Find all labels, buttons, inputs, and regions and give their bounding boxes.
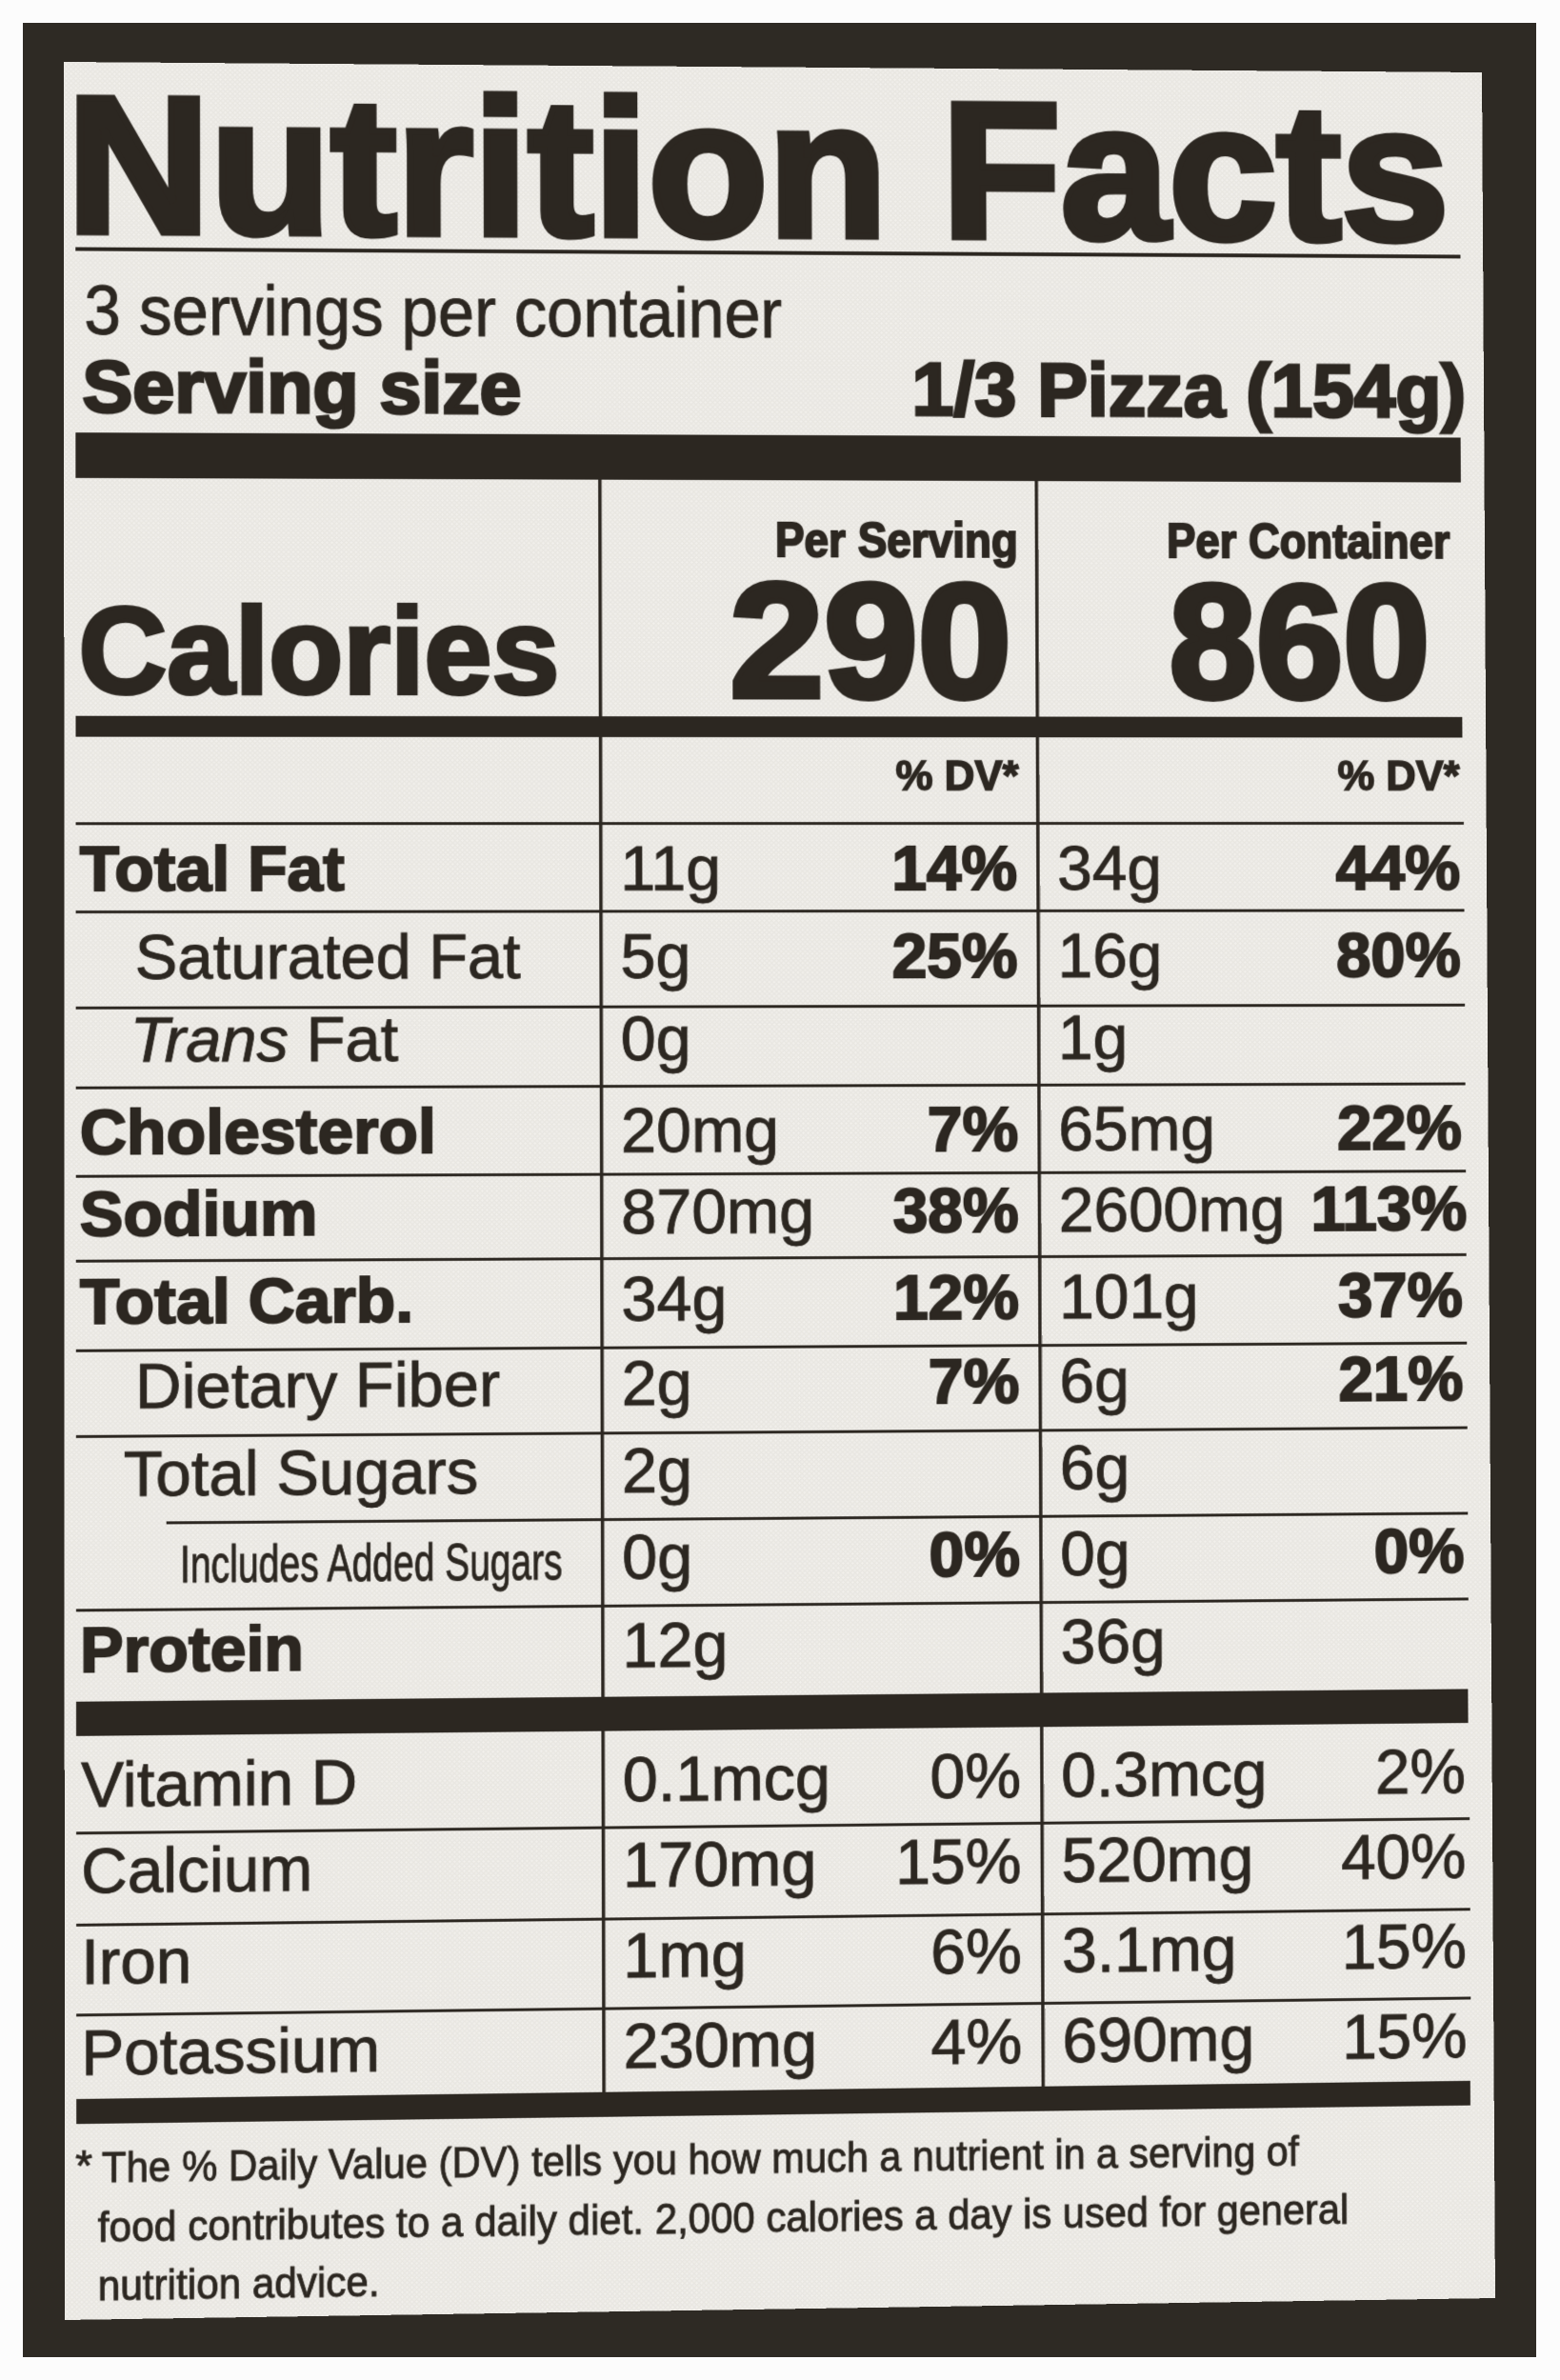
svg-text:7%: 7% bbox=[928, 1095, 1019, 1165]
svg-text:80%: 80% bbox=[1336, 921, 1461, 990]
svg-text:520mg: 520mg bbox=[1061, 1825, 1253, 1897]
svg-text:6g: 6g bbox=[1060, 1433, 1130, 1504]
svg-text:Total Fat: Total Fat bbox=[80, 833, 345, 905]
svg-text:14%: 14% bbox=[891, 834, 1017, 904]
svg-text:870mg: 870mg bbox=[621, 1177, 814, 1248]
svg-text:nutrition advice.: nutrition advice. bbox=[98, 2257, 380, 2310]
svg-text:2%: 2% bbox=[1375, 1737, 1466, 1808]
svg-text:Potassium: Potassium bbox=[81, 2015, 380, 2090]
svg-text:38%: 38% bbox=[892, 1176, 1018, 1247]
svg-text:3.1mg: 3.1mg bbox=[1062, 1914, 1237, 1987]
svg-text:690mg: 690mg bbox=[1062, 2004, 1254, 2076]
svg-text:Includes Added Sugars: Includes Added Sugars bbox=[180, 1531, 563, 1594]
svg-text:34g: 34g bbox=[1057, 834, 1162, 904]
svg-text:40%: 40% bbox=[1341, 1822, 1467, 1893]
svg-text:860: 860 bbox=[1169, 551, 1430, 732]
svg-text:15%: 15% bbox=[1341, 1911, 1467, 1983]
svg-text:290: 290 bbox=[730, 550, 1012, 732]
svg-text:170mg: 170mg bbox=[623, 1829, 817, 1901]
svg-text:Total Carb.: Total Carb. bbox=[80, 1265, 413, 1337]
svg-text:1mg: 1mg bbox=[623, 1920, 747, 1991]
svg-text:0%: 0% bbox=[930, 1742, 1021, 1812]
svg-text:Per Container: Per Container bbox=[1167, 514, 1450, 569]
svg-text:% DV*: % DV* bbox=[1337, 753, 1460, 799]
svg-text:Calcium: Calcium bbox=[81, 1834, 312, 1908]
svg-text:6g: 6g bbox=[1059, 1347, 1130, 1417]
svg-text:7%: 7% bbox=[929, 1347, 1020, 1417]
svg-text:Serving size: Serving size bbox=[82, 347, 521, 430]
svg-text:Per Serving: Per Serving bbox=[775, 513, 1018, 568]
svg-text:% DV*: % DV* bbox=[895, 753, 1019, 799]
svg-text:Saturated Fat: Saturated Fat bbox=[135, 923, 521, 993]
svg-text:2600mg: 2600mg bbox=[1059, 1175, 1286, 1246]
svg-text:25%: 25% bbox=[891, 922, 1017, 991]
svg-text:Dietary Fiber: Dietary Fiber bbox=[135, 1350, 500, 1422]
svg-text:15%: 15% bbox=[1342, 2002, 1468, 2073]
svg-text:36g: 36g bbox=[1060, 1607, 1165, 1677]
svg-text:0g: 0g bbox=[622, 1523, 692, 1593]
svg-text:1/3 Pizza (154g): 1/3 Pizza (154g) bbox=[911, 348, 1466, 433]
svg-text:0.1mcg: 0.1mcg bbox=[623, 1744, 830, 1816]
svg-text:Sodium: Sodium bbox=[80, 1178, 318, 1250]
svg-text:230mg: 230mg bbox=[623, 2010, 817, 2082]
svg-text:22%: 22% bbox=[1337, 1094, 1462, 1164]
svg-text:6%: 6% bbox=[930, 1917, 1022, 1989]
svg-text:37%: 37% bbox=[1338, 1261, 1463, 1331]
svg-text:12g: 12g bbox=[622, 1610, 728, 1682]
svg-text:3 servings per container: 3 servings per container bbox=[84, 271, 782, 352]
svg-text:0%: 0% bbox=[930, 1520, 1021, 1590]
svg-text:65mg: 65mg bbox=[1058, 1094, 1215, 1165]
svg-text:Cholesterol: Cholesterol bbox=[80, 1096, 436, 1169]
svg-text:0g: 0g bbox=[1060, 1519, 1130, 1590]
svg-text:2g: 2g bbox=[622, 1436, 692, 1507]
svg-text:Nutrition Facts: Nutrition Facts bbox=[67, 62, 1450, 281]
svg-text:The % Daily Value (DV) tells y: The % Daily Value (DV) tells you how muc… bbox=[102, 2127, 1300, 2191]
svg-text:15%: 15% bbox=[895, 1827, 1022, 1898]
svg-text:Total Sugars: Total Sugars bbox=[124, 1437, 479, 1510]
svg-text:0%: 0% bbox=[1374, 1517, 1465, 1588]
svg-text:20mg: 20mg bbox=[621, 1096, 779, 1167]
svg-text:Calories: Calories bbox=[78, 582, 559, 720]
svg-text:44%: 44% bbox=[1335, 834, 1460, 904]
svg-text:1g: 1g bbox=[1058, 1004, 1129, 1073]
svg-text:16g: 16g bbox=[1057, 922, 1162, 991]
svg-text:101g: 101g bbox=[1059, 1262, 1199, 1332]
svg-text:34g: 34g bbox=[621, 1265, 727, 1335]
svg-text:5g: 5g bbox=[620, 922, 690, 991]
svg-text:Vitamin D: Vitamin D bbox=[81, 1748, 357, 1821]
svg-text:4%: 4% bbox=[930, 2007, 1022, 2078]
svg-text:113%: 113% bbox=[1310, 1174, 1467, 1245]
svg-text:Trans Fat: Trans Fat bbox=[130, 1005, 399, 1075]
svg-text:Iron: Iron bbox=[81, 1927, 191, 1999]
svg-text:Protein: Protein bbox=[80, 1613, 304, 1687]
svg-text:2g: 2g bbox=[622, 1349, 692, 1419]
svg-text:21%: 21% bbox=[1338, 1345, 1464, 1415]
svg-text:0.3mcg: 0.3mcg bbox=[1061, 1739, 1268, 1810]
svg-text:0g: 0g bbox=[621, 1005, 691, 1074]
svg-text:12%: 12% bbox=[893, 1263, 1020, 1333]
svg-text:11g: 11g bbox=[620, 834, 721, 904]
svg-text:*: * bbox=[75, 2141, 92, 2190]
svg-text:food contributes to a daily di: food contributes to a daily diet. 2,000 … bbox=[98, 2185, 1350, 2251]
